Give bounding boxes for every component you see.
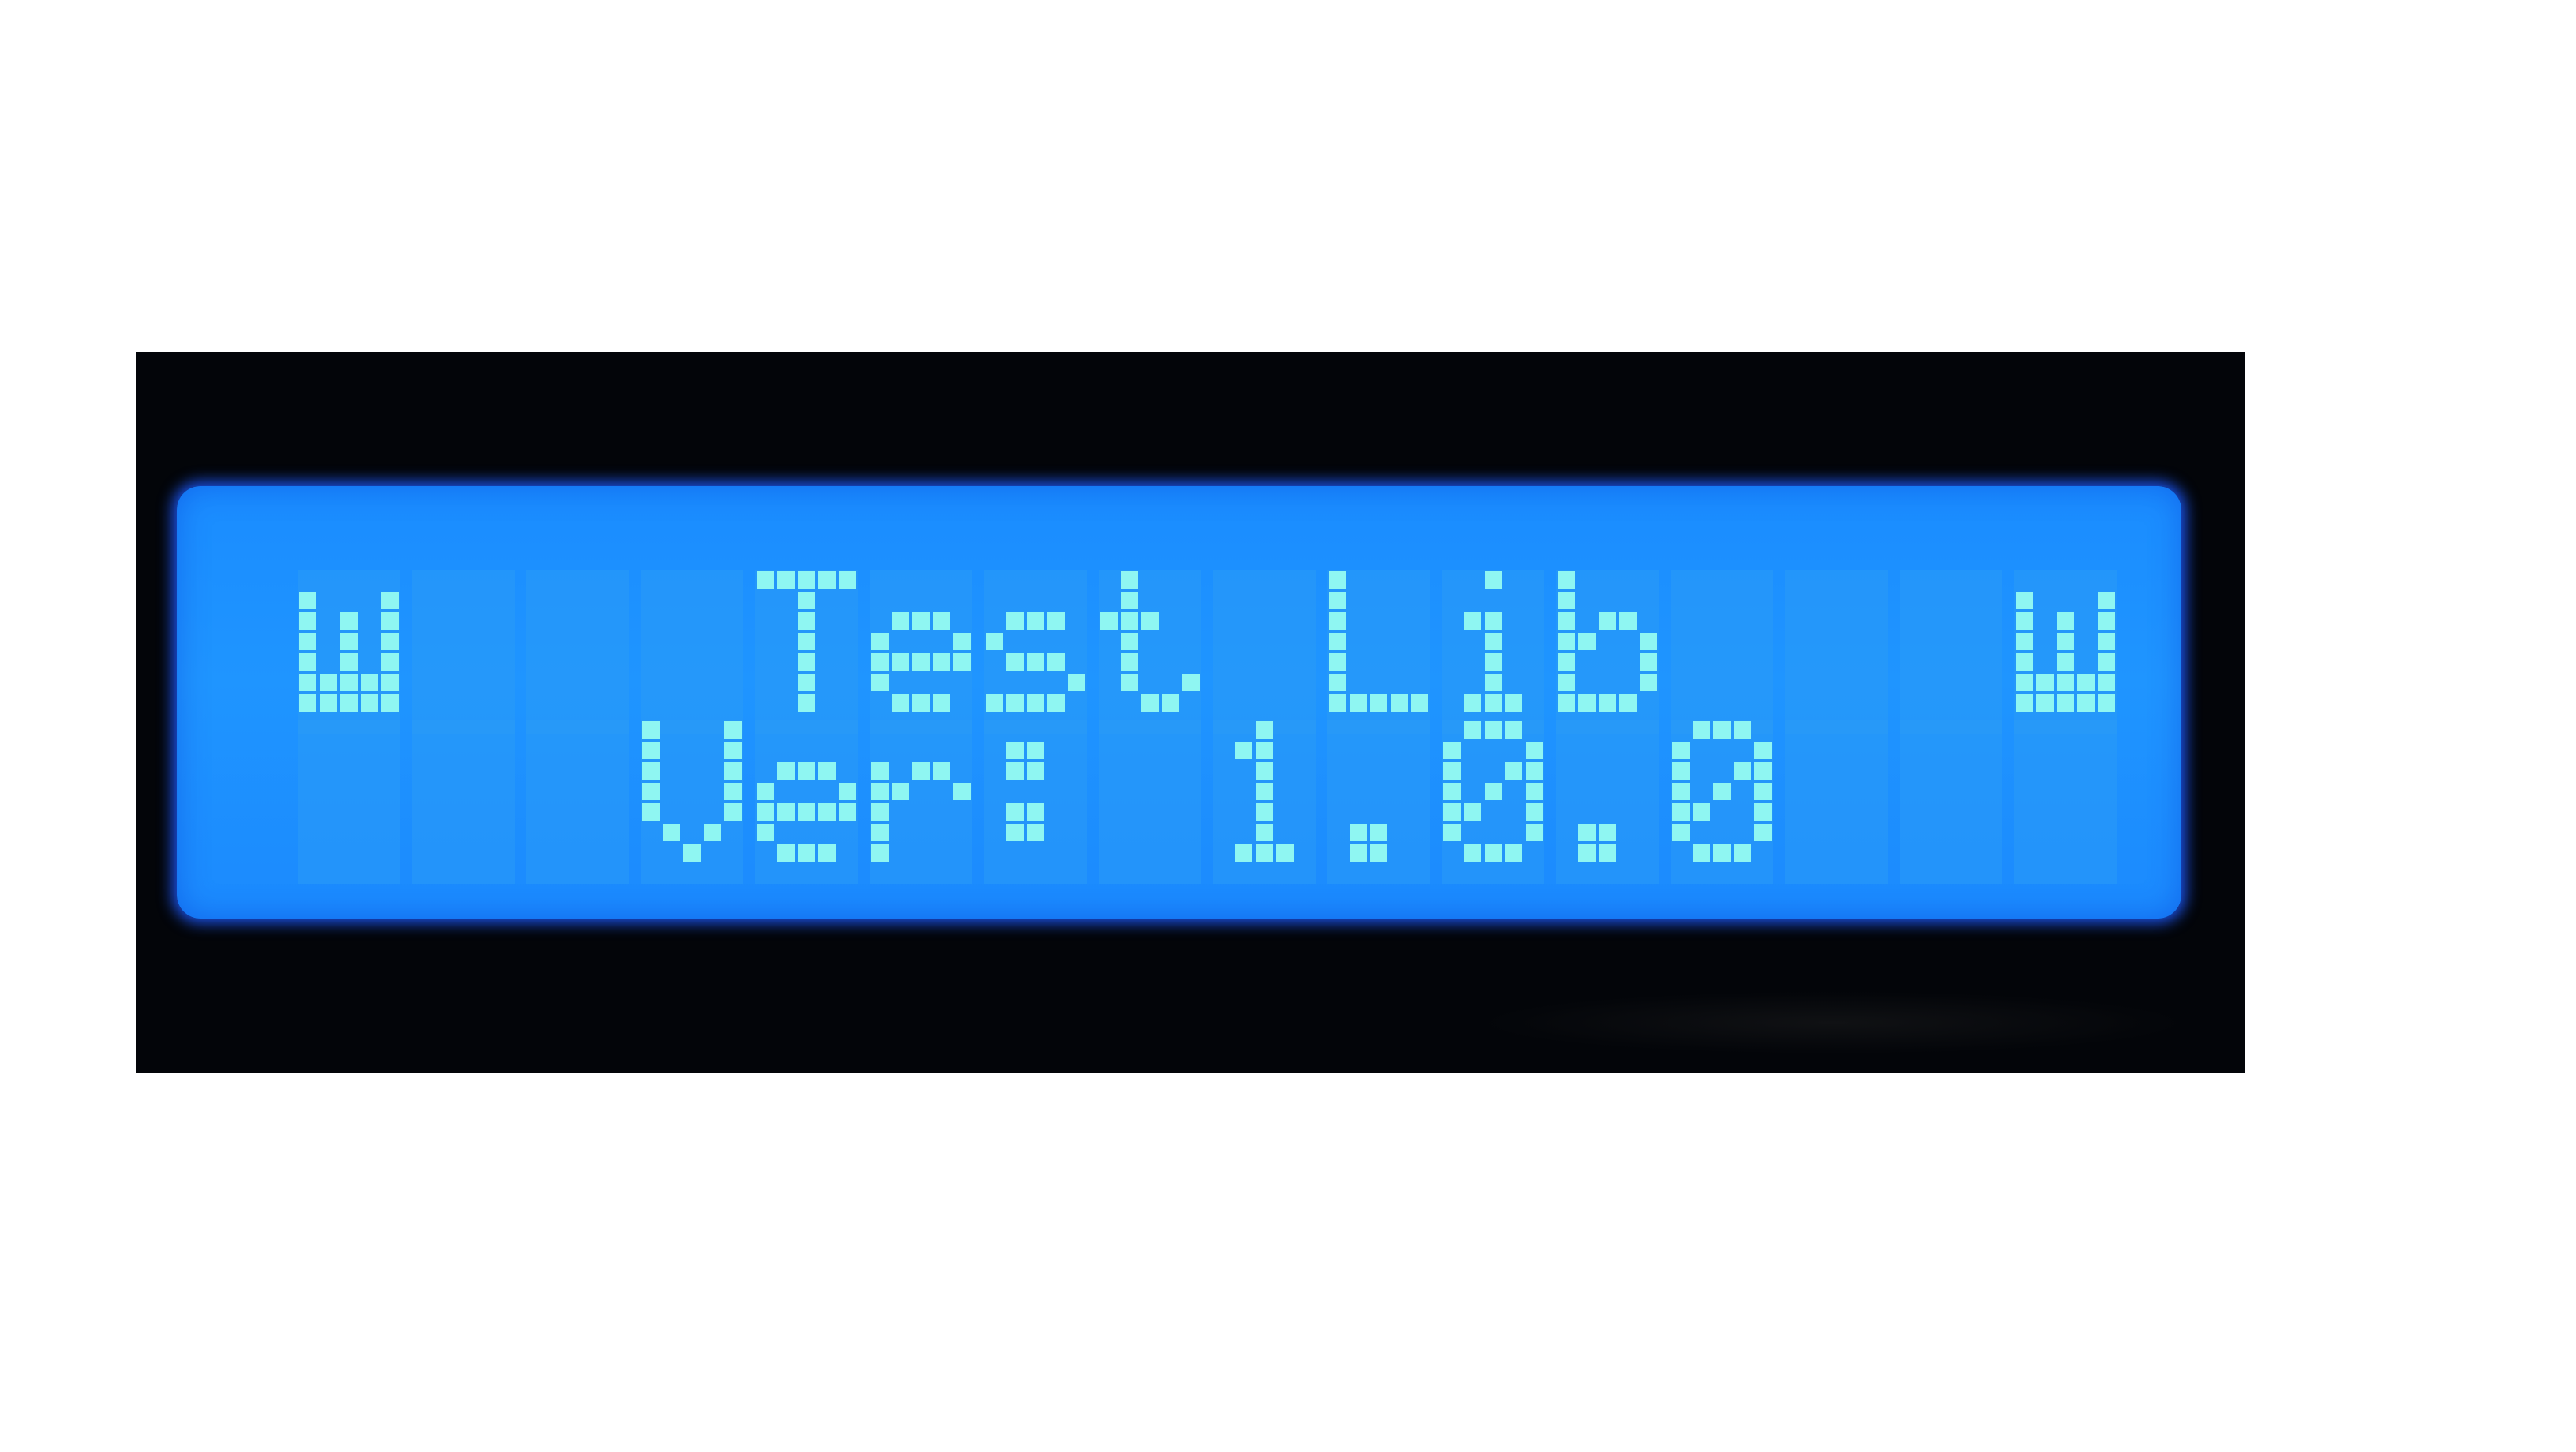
lcd-cell-r1-c9 [1213,570,1316,734]
lcd-cell-r1-c4 [641,570,743,734]
lcd-cell-r2-c11 [1442,720,1544,884]
lcd-cell-r1-c6 [870,570,972,734]
lcd-cell-r2-c16 [2014,720,2117,884]
lcd-cell-r2-c7 [984,720,1087,884]
lcd-module: Test Lib Ver: 1.0.0 [136,352,2245,1073]
lcd-cell-r1-c2 [412,570,515,734]
lcd-cell-r1-c15 [1900,570,2002,734]
lcd-cell-r1-c14 [1785,570,1888,734]
lcd-cell-r1-c5 [755,570,858,734]
lcd-cell-r2-c2 [412,720,515,884]
lcd-cell-r2-c8 [1099,720,1201,884]
right-w-block-icon [2014,570,2117,734]
lcd-cell-r2-c10 [1327,720,1430,884]
lcd-cell-r1-c10 [1327,570,1430,734]
left-w-block-icon [298,570,400,734]
lcd-cell-r2-c9 [1213,720,1316,884]
lcd-cell-r1-c8 [1099,570,1201,734]
lcd-cell-r1-c12 [1556,570,1659,734]
lcd-cell-r2-c12 [1556,720,1659,884]
lcd-cell-r1-c11 [1442,570,1544,734]
lcd-cell-r1-c13 [1671,570,1773,734]
lcd-cell-r2-c5 [755,720,858,884]
lcd-cell-r1-c7 [984,570,1087,734]
lcd-cell-r2-c13 [1671,720,1773,884]
lcd-cell-r2-c4 [641,720,743,884]
lcd-cell-r2-c3 [526,720,629,884]
lcd-cell-r2-c15 [1900,720,2002,884]
lcd-cell-r2-c14 [1785,720,1888,884]
lcd-screen: Test Lib Ver: 1.0.0 [177,486,2181,919]
lcd-cell-r1-c3 [526,570,629,734]
lcd-cell-r2-c1 [298,720,400,884]
lcd-cell-r2-c6 [870,720,972,884]
lcd-matrix [298,570,2117,884]
